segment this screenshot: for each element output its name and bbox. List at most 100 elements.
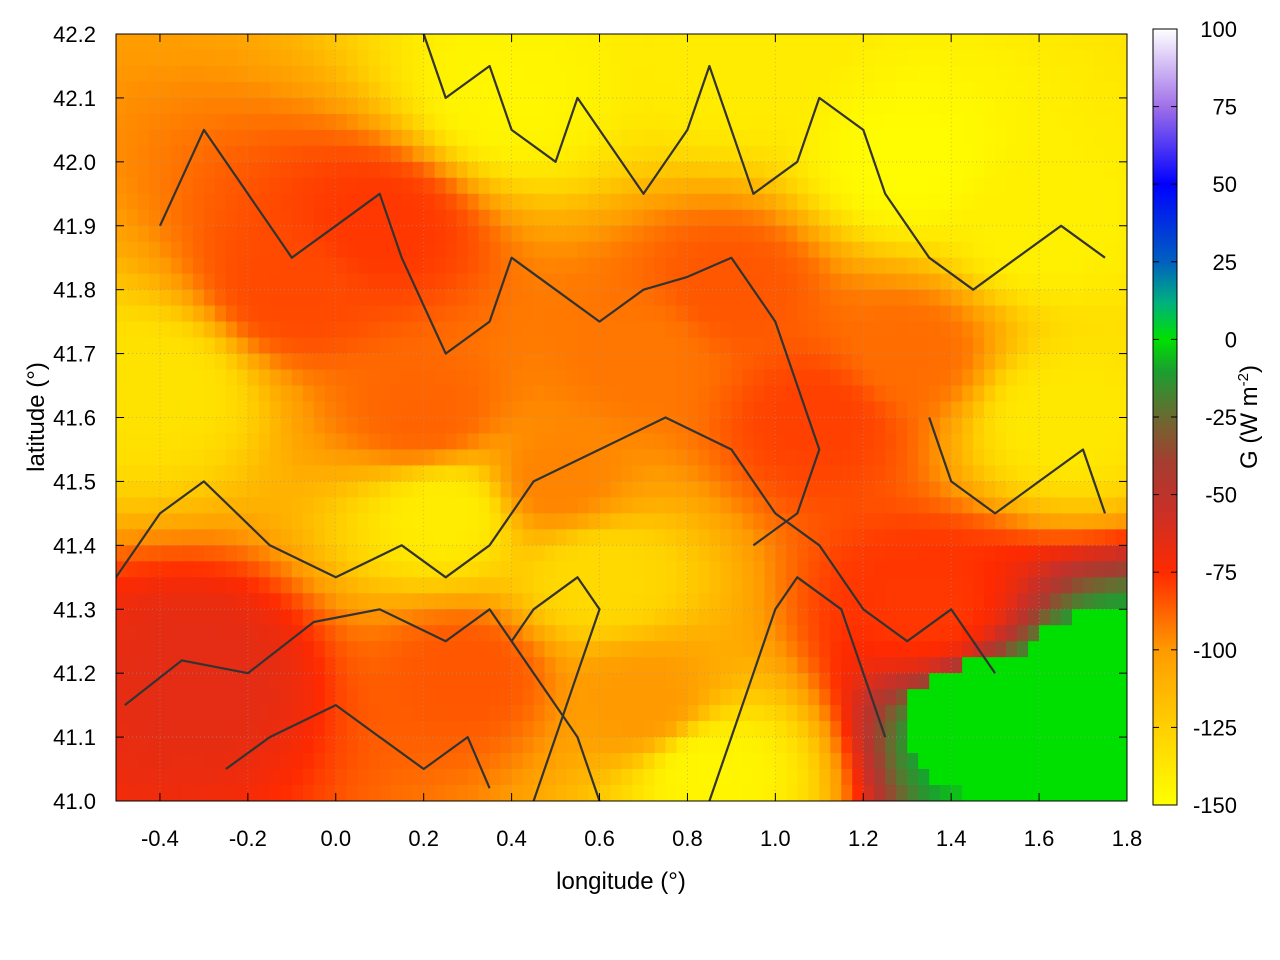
heatmap-cell <box>280 673 293 690</box>
heatmap-cell <box>533 577 546 594</box>
heatmap-cell <box>720 417 732 435</box>
heatmap-cell <box>984 161 996 179</box>
heatmap-cell <box>236 449 249 467</box>
heatmap-cell <box>907 97 919 115</box>
heatmap-cell <box>1072 161 1084 179</box>
heatmap-cell <box>247 545 260 562</box>
heatmap-cell <box>665 177 678 195</box>
heatmap-cell <box>192 737 205 754</box>
heatmap-cell <box>731 305 743 323</box>
heatmap-cell <box>1105 497 1117 514</box>
heatmap-cell <box>1017 673 1029 690</box>
heatmap-cell <box>654 225 667 243</box>
heatmap-cell <box>544 353 557 371</box>
heatmap-cell <box>621 369 634 387</box>
heatmap-cell <box>687 385 700 403</box>
heatmap-cell <box>1083 465 1095 483</box>
heatmap-cell <box>885 337 897 355</box>
heatmap-cell <box>1039 65 1051 83</box>
heatmap-cell <box>885 673 897 690</box>
heatmap-cell <box>1105 689 1117 706</box>
heatmap-cell <box>412 657 425 674</box>
heatmap-cell <box>973 65 985 83</box>
heatmap-cell <box>775 769 787 786</box>
heatmap-cell <box>819 689 831 706</box>
heatmap-cell <box>412 609 425 626</box>
heatmap-cell <box>808 785 820 801</box>
heatmap-cell <box>698 449 711 467</box>
heatmap-cell <box>412 673 425 690</box>
heatmap-cell <box>555 657 568 674</box>
heatmap-cell <box>676 241 689 259</box>
heatmap-cell <box>126 369 139 387</box>
heatmap-cell <box>456 433 469 451</box>
heatmap-cell <box>742 433 754 451</box>
heatmap-cell <box>874 577 886 594</box>
heatmap-cell <box>291 513 304 530</box>
heatmap-cell <box>632 529 645 546</box>
heatmap-cell <box>225 497 238 514</box>
heatmap-cell <box>522 641 535 658</box>
heatmap-cell <box>236 737 249 754</box>
heatmap-cell <box>731 609 743 626</box>
heatmap-cell <box>786 209 798 227</box>
heatmap-cell <box>599 545 612 562</box>
heatmap-cell <box>786 81 798 99</box>
heatmap-cell <box>126 273 139 291</box>
heatmap-cell <box>1072 113 1084 131</box>
heatmap-cell <box>137 417 150 435</box>
heatmap-cell <box>577 465 590 483</box>
heatmap-cell <box>236 369 249 387</box>
heatmap-cell <box>456 593 469 610</box>
heatmap-cell <box>544 289 557 307</box>
heatmap-cell <box>709 593 721 610</box>
heatmap-cell <box>522 529 535 546</box>
heatmap-cell <box>225 481 238 498</box>
heatmap-cell <box>357 673 370 690</box>
heatmap-cell <box>423 593 436 610</box>
heatmap-cell <box>368 433 381 451</box>
heatmap-cell <box>621 513 634 530</box>
heatmap-cell <box>566 673 579 690</box>
heatmap-cell <box>1061 769 1073 786</box>
heatmap-cell <box>1039 497 1051 514</box>
heatmap-cell <box>632 225 645 243</box>
heatmap-cell <box>973 497 985 514</box>
heatmap-cell <box>786 449 798 467</box>
heatmap-cell <box>1116 705 1127 722</box>
heatmap-cell <box>973 289 985 307</box>
heatmap-cell <box>434 577 447 594</box>
heatmap-cell <box>280 593 293 610</box>
heatmap-cell <box>335 353 348 371</box>
heatmap-cell <box>236 225 249 243</box>
heatmap-cell <box>1094 369 1106 387</box>
heatmap-cell <box>731 641 743 658</box>
heatmap-cell <box>192 257 205 275</box>
heatmap-cell <box>236 625 249 642</box>
heatmap-cell <box>995 625 1007 642</box>
heatmap-cell <box>116 273 128 291</box>
heatmap-cell <box>1116 529 1127 546</box>
heatmap-cell <box>555 49 568 67</box>
heatmap-cell <box>566 225 579 243</box>
heatmap-cell <box>467 401 480 419</box>
heatmap-cell <box>511 305 524 323</box>
heatmap-cell <box>478 161 491 179</box>
heatmap-cell <box>1105 81 1117 99</box>
heatmap-cell <box>1116 193 1127 211</box>
heatmap-cell <box>797 433 809 451</box>
heatmap-cell <box>445 465 458 483</box>
heatmap-cell <box>500 577 513 594</box>
heatmap-cell <box>291 577 304 594</box>
heatmap-cell <box>742 641 754 658</box>
heatmap-cell <box>390 433 403 451</box>
heatmap-cell <box>984 769 996 786</box>
heatmap-cell <box>1017 401 1029 419</box>
heatmap-cell <box>951 465 963 483</box>
heatmap-cell <box>918 177 930 195</box>
heatmap-cell <box>610 513 623 530</box>
heatmap-cell <box>170 113 183 131</box>
heatmap-cell <box>324 737 337 754</box>
heatmap-cell <box>984 705 996 722</box>
heatmap-cell <box>588 673 601 690</box>
